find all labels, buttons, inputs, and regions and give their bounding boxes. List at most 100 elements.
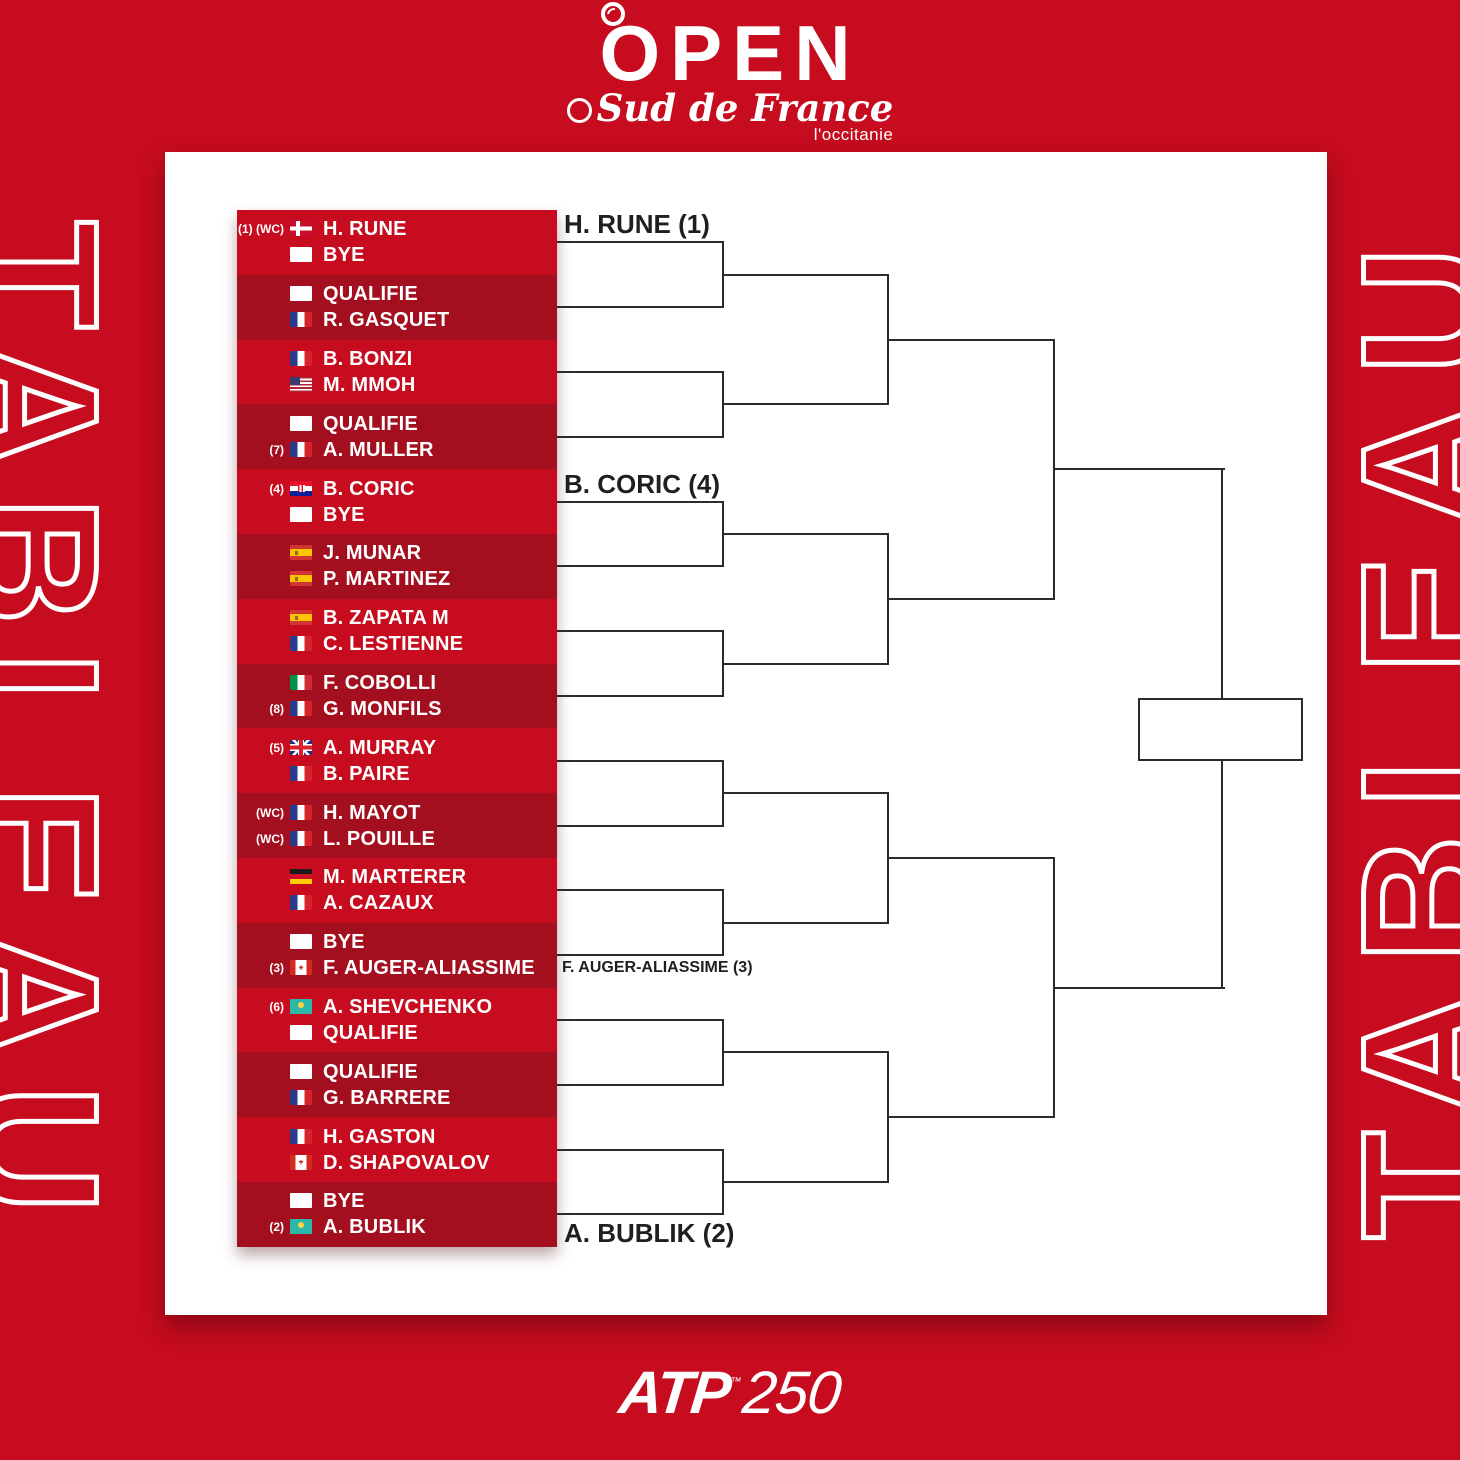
- bracket-line: [722, 1051, 889, 1054]
- player-row: R. GASQUET: [237, 307, 557, 333]
- player-row: BYE: [237, 1188, 557, 1214]
- player-name: C. LESTIENNE: [323, 633, 464, 656]
- france-flag-icon: [290, 895, 312, 911]
- bracket-line: [722, 403, 889, 406]
- player-row: M. MMOH: [237, 372, 557, 398]
- player-name: A. MURRAY: [323, 736, 437, 759]
- bracket-line: [722, 1181, 889, 1183]
- bracket-line: [557, 954, 724, 957]
- bracket-line: [557, 1083, 724, 1086]
- bracket-line: [1053, 986, 1225, 989]
- match-row: (4) B. CORIC BYE: [237, 469, 557, 534]
- bracket-line: [722, 792, 889, 795]
- bracket-line: [557, 759, 724, 762]
- spain-flag-icon: [290, 545, 312, 561]
- advancer-label: F. AUGER-ALIASSIME (3): [562, 959, 753, 977]
- player-row: (2) A. BUBLIK: [237, 1214, 557, 1240]
- player-row: (3) F. AUGER-ALIASSIME: [237, 955, 557, 981]
- player-row: M. MARTERER: [237, 864, 557, 890]
- bracket-line: [557, 500, 724, 503]
- seed-label: (2): [269, 1220, 284, 1235]
- player-row: (1) (WC) H. RUNE: [237, 216, 557, 242]
- player-row: D. SHAPOVALOV: [237, 1150, 557, 1176]
- advancer-label: H. RUNE (1): [564, 209, 710, 240]
- bracket-line: [887, 597, 1055, 600]
- seed-label: (3): [269, 961, 284, 976]
- player-name: D. SHAPOVALOV: [323, 1151, 490, 1174]
- player-row: QUALIFIE: [237, 411, 557, 437]
- player-name: B. CORIC: [323, 477, 415, 500]
- seed-label: (5): [269, 740, 284, 755]
- bracket-line: [557, 889, 724, 892]
- bracket-line: [722, 662, 889, 665]
- bracket-line: [557, 306, 724, 309]
- blank-flag-icon: [290, 1063, 312, 1079]
- open-wordmark-row: OPEN: [599, 2, 860, 92]
- france-flag-icon: [290, 636, 312, 652]
- match-row: QUALIFIE (7) A. MULLER: [237, 404, 557, 470]
- player-row: (4) B. CORIC: [237, 476, 557, 502]
- player-row: B. BONZI: [237, 346, 557, 372]
- match-row: (6) A. SHEVCHENKO QUALIFIE: [237, 987, 557, 1053]
- player-name: R. GASQUET: [323, 309, 450, 332]
- blank-flag-icon: [290, 415, 312, 431]
- player-row: (7) A. MULLER: [237, 437, 557, 463]
- player-name: BYE: [323, 931, 365, 954]
- player-name: F. COBOLLI: [323, 671, 437, 694]
- player-name: A. CAZAUX: [323, 892, 434, 915]
- match-row: BYE (2) A. BUBLIK: [237, 1182, 557, 1247]
- match-row: (1) (WC) H. RUNE BYE: [237, 210, 557, 275]
- seed-label: (4): [269, 481, 284, 496]
- open-wordmark: OPEN: [599, 9, 861, 97]
- player-row: G. BARRERE: [237, 1085, 557, 1111]
- player-row: (6) A. SHEVCHENKO: [237, 994, 557, 1020]
- player-row: C. LESTIENNE: [237, 631, 557, 657]
- player-name: QUALIFIE: [323, 412, 418, 435]
- player-row: B. ZAPATA M: [237, 605, 557, 631]
- france-flag-icon: [290, 350, 312, 366]
- bracket-line: [557, 565, 724, 568]
- player-row: BYE: [237, 929, 557, 955]
- match-row: F. COBOLLI (8) G. MONFILS: [237, 663, 557, 729]
- ball-ring-icon: [566, 98, 592, 123]
- player-name: G. BARRERE: [323, 1086, 451, 1109]
- player-name: F. AUGER-ALIASSIME: [323, 957, 535, 980]
- italy-flag-icon: [290, 674, 312, 690]
- player-name: QUALIFIE: [323, 1021, 418, 1044]
- player-name: A. MULLER: [323, 438, 434, 461]
- atp-250-logo: ATP™250: [0, 1358, 1460, 1427]
- france-flag-icon: [290, 765, 312, 781]
- bracket-line: [887, 857, 1055, 859]
- player-row: QUALIFIE: [237, 1059, 557, 1085]
- player-row: B. PAIRE: [237, 761, 557, 787]
- france-flag-icon: [290, 804, 312, 820]
- bracket-line: [887, 338, 1055, 341]
- bracket-line: [557, 1213, 724, 1216]
- bracket-line: [557, 435, 724, 438]
- match-row: B. BONZI M. MMOH: [237, 339, 557, 405]
- france-flag-icon: [290, 1128, 312, 1144]
- player-row: BYE: [237, 502, 557, 528]
- bracket-line: [557, 824, 724, 827]
- advancer-label: A. BUBLIK (2): [564, 1218, 735, 1249]
- player-name: J. MUNAR: [323, 542, 422, 565]
- blank-flag-icon: [290, 506, 312, 522]
- player-row: BYE: [237, 242, 557, 268]
- france-flag-icon: [290, 830, 312, 846]
- croatia-flag-icon: [290, 480, 312, 496]
- player-name: G. MONFILS: [323, 697, 442, 720]
- bracket-line: [557, 695, 724, 697]
- player-name: BYE: [323, 503, 365, 526]
- match-row: BYE (3) F. AUGER-ALIASSIME: [237, 922, 557, 988]
- first-round-column: (1) (WC) H. RUNE BYE QUALIFIE R. GASQUET B. B…: [237, 210, 557, 1247]
- player-name: BYE: [323, 244, 365, 267]
- canada-flag-icon: [290, 960, 312, 976]
- occitanie-label: l'occitanie: [813, 125, 894, 144]
- match-row: H. GASTON D. SHAPOVALOV: [237, 1117, 557, 1182]
- champion-box: [1138, 698, 1303, 761]
- great-britain-flag-icon: [290, 739, 312, 755]
- player-name: H. MAYOT: [323, 801, 421, 824]
- player-row: A. CAZAUX: [237, 890, 557, 916]
